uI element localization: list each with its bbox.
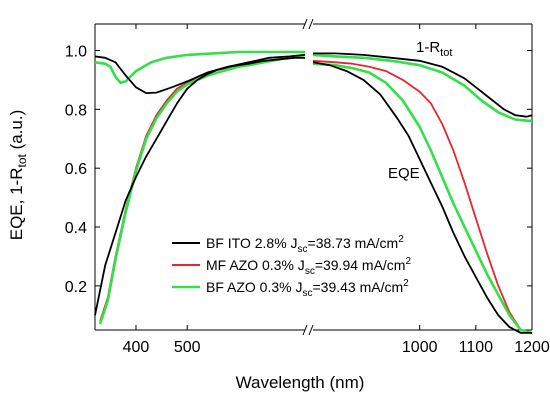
x-tick-label-1200: 1200 [514, 339, 550, 356]
y-tick-label-1: 1.0 [65, 43, 87, 60]
x-tick-label-1100: 1100 [459, 339, 494, 356]
axis-ticks: 400 500 1000 1100 1200 0.2 0.4 0.6 0.8 1.0 [65, 24, 550, 356]
y-axis-title: EQE, 1-Rtot (a.u.) [7, 110, 29, 241]
series-3-eqe-line [98, 53, 533, 335]
x-tick-label-400: 400 [123, 339, 150, 356]
curve-annotations: 1-Rtot EQE [388, 39, 452, 182]
axis-break-mark-top-1 [302, 18, 308, 30]
axis-break-mark-bottom-2 [308, 324, 314, 336]
y-tick-label-0.2: 0.2 [65, 279, 87, 296]
series-3-one-minus-r-line [94, 50, 533, 123]
annotation-eqe: EQE [388, 165, 420, 182]
legend-label-3: BF AZO 0.3% Jsc=39.43 mA/cm2 [206, 278, 409, 299]
axis-break-marks [302, 18, 314, 336]
series-1-eqe-line [94, 56, 532, 334]
axis-break-mark-bottom-1 [302, 324, 308, 336]
x-tick-label-500: 500 [174, 339, 201, 356]
x-tick-label-1000: 1000 [402, 339, 438, 356]
series-lines [94, 50, 533, 335]
y-tick-label-0.6: 0.6 [65, 161, 87, 178]
legend-label-2: MF AZO 0.3% Jsc=39.94 mA/cm2 [206, 256, 411, 277]
axis-break-mark-top-2 [308, 18, 314, 30]
x-axis-title: Wavelength (nm) [236, 373, 365, 392]
legend-label-1: BF ITO 2.8% Jsc=38.73 mA/cm2 [206, 234, 404, 255]
y-tick-label-0.4: 0.4 [65, 220, 87, 237]
y-tick-label-0.8: 0.8 [65, 102, 87, 119]
plot-frame [94, 23, 533, 331]
annotation-one-minus-r: 1-Rtot [416, 39, 452, 59]
series-1-one-minus-r-line [94, 52, 533, 118]
